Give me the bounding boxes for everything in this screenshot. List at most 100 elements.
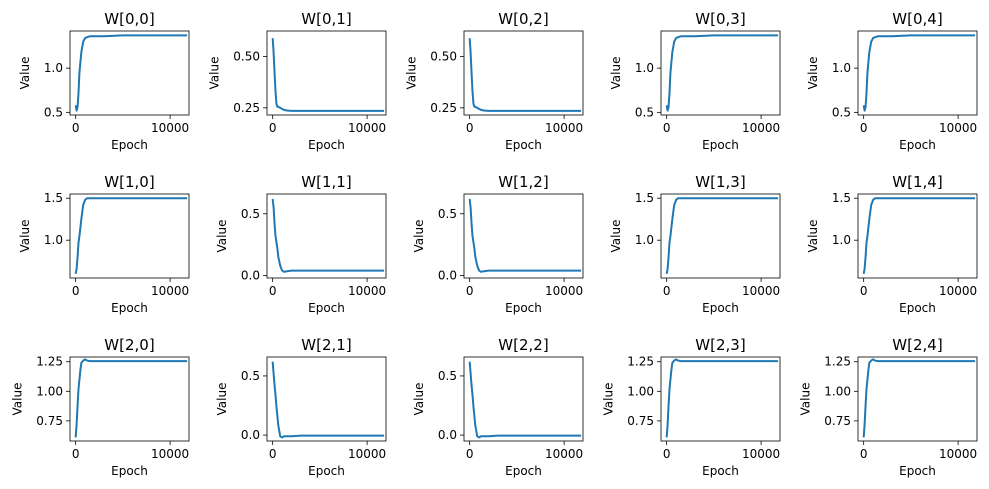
series-line	[468, 361, 582, 439]
x-axis-label: Epoch	[111, 301, 148, 315]
x-tick-label: 10000	[939, 284, 977, 298]
y-tick-label: 1.00	[36, 384, 63, 398]
x-tick-label: 0	[269, 447, 277, 461]
x-tick-label: 0	[72, 447, 80, 461]
subplot-title: W[2,3]	[695, 336, 745, 354]
y-axis-label: Value	[806, 57, 820, 90]
x-tick-label: 0	[663, 284, 671, 298]
x-tick-label: 10000	[742, 284, 780, 298]
x-axis-label: Epoch	[308, 138, 345, 152]
axes-frame	[660, 356, 781, 442]
x-tick-label: 10000	[151, 447, 189, 461]
x-tick-label: 0	[72, 284, 80, 298]
subplot-2-2: W[2,2] 0 10000 0.0 0.5 Epoch Value	[412, 336, 584, 478]
y-tick-label: 1.5	[44, 191, 63, 205]
y-tick-label: 0.25	[233, 101, 260, 115]
y-tick-label: 0.75	[627, 414, 654, 428]
series-line	[468, 38, 582, 112]
series-line	[74, 34, 188, 112]
series-line	[665, 197, 779, 274]
x-tick-label: 10000	[348, 447, 386, 461]
y-tick-label: 0.5	[44, 105, 63, 119]
y-tick-label: 1.0	[44, 61, 63, 75]
series-line	[271, 361, 385, 439]
series-line	[271, 38, 385, 112]
x-axis-label: Epoch	[899, 138, 936, 152]
y-tick-label: 1.0	[635, 61, 654, 75]
x-tick-label: 0	[466, 284, 474, 298]
y-tick-label: 0.5	[832, 105, 851, 119]
axes-frame	[463, 356, 584, 442]
axes-frame	[660, 30, 781, 116]
axes-frame	[266, 30, 387, 116]
x-axis-label: Epoch	[308, 464, 345, 478]
subplot-2-1: W[2,1] 0 10000 0.0 0.5 Epoch Value	[215, 336, 387, 478]
x-axis-label: Epoch	[505, 301, 542, 315]
y-axis-label: Value	[215, 220, 229, 253]
x-tick-label: 0	[860, 447, 868, 461]
y-tick-label: 1.0	[832, 61, 851, 75]
subplot-title: W[1,3]	[695, 173, 745, 191]
y-axis-label: Value	[215, 383, 229, 416]
subplot-2-4: W[2,4] 0 10000 0.75 1.00 1.25 Epoch Value	[799, 336, 978, 478]
axes-frame	[660, 193, 781, 279]
axes-frame	[69, 356, 190, 442]
series-line	[74, 358, 188, 438]
y-tick-label: 0.75	[36, 414, 63, 428]
x-tick-label: 0	[269, 121, 277, 135]
y-tick-label: 0.0	[241, 428, 260, 442]
x-tick-label: 10000	[348, 121, 386, 135]
x-tick-label: 10000	[545, 284, 583, 298]
y-tick-label: 0.25	[430, 101, 457, 115]
x-tick-label: 0	[466, 447, 474, 461]
subplot-1-0: W[1,0] 0 10000 1.0 1.5 Epoch Value	[18, 173, 190, 315]
x-tick-label: 0	[269, 284, 277, 298]
subplot-title: W[1,0]	[104, 173, 154, 191]
y-tick-label: 0.5	[438, 207, 457, 221]
y-axis-label: Value	[18, 57, 32, 90]
subplot-1-3: W[1,3] 0 10000 1.0 1.5 Epoch Value	[609, 173, 781, 315]
y-tick-label: 1.0	[44, 233, 63, 247]
x-tick-label: 0	[663, 121, 671, 135]
subplot-title: W[0,1]	[301, 10, 351, 28]
y-tick-label: 0.50	[233, 50, 260, 64]
subplot-0-0: W[0,0] 0 10000 0.5 1.0 Epoch Value	[18, 10, 190, 152]
y-tick-label: 1.00	[824, 384, 851, 398]
y-tick-label: 1.25	[627, 355, 654, 369]
y-tick-label: 1.5	[635, 191, 654, 205]
x-tick-label: 10000	[151, 121, 189, 135]
y-tick-label: 0.50	[430, 50, 457, 64]
x-tick-label: 10000	[151, 284, 189, 298]
subplot-title: W[0,0]	[104, 10, 154, 28]
series-line	[665, 34, 779, 112]
subplot-title: W[1,2]	[498, 173, 548, 191]
x-axis-label: Epoch	[505, 138, 542, 152]
axes-frame	[463, 30, 584, 116]
axes-frame	[857, 193, 978, 279]
x-axis-label: Epoch	[111, 138, 148, 152]
subplot-title: W[2,1]	[301, 336, 351, 354]
y-axis-label: Value	[609, 220, 623, 253]
series-line	[74, 197, 188, 274]
series-line	[271, 198, 385, 273]
subplot-0-4: W[0,4] 0 10000 0.5 1.0 Epoch Value	[806, 10, 978, 152]
y-tick-label: 0.0	[438, 269, 457, 283]
subplot-title: W[2,2]	[498, 336, 548, 354]
subplot-title: W[0,3]	[695, 10, 745, 28]
y-axis-label: Value	[799, 383, 813, 416]
axes-frame	[266, 356, 387, 442]
x-tick-label: 0	[860, 121, 868, 135]
subplot-title: W[2,0]	[104, 336, 154, 354]
series-line	[862, 358, 976, 438]
x-tick-label: 0	[860, 284, 868, 298]
subplot-title: W[1,1]	[301, 173, 351, 191]
subplot-2-3: W[2,3] 0 10000 0.75 1.00 1.25 Epoch Value	[602, 336, 781, 478]
axes-frame	[69, 193, 190, 279]
subplot-2-0: W[2,0] 0 10000 0.75 1.00 1.25 Epoch Value	[11, 336, 190, 478]
x-tick-label: 10000	[348, 284, 386, 298]
x-tick-label: 10000	[939, 447, 977, 461]
series-line	[862, 197, 976, 274]
y-tick-label: 1.0	[635, 233, 654, 247]
y-tick-label: 0.75	[824, 414, 851, 428]
